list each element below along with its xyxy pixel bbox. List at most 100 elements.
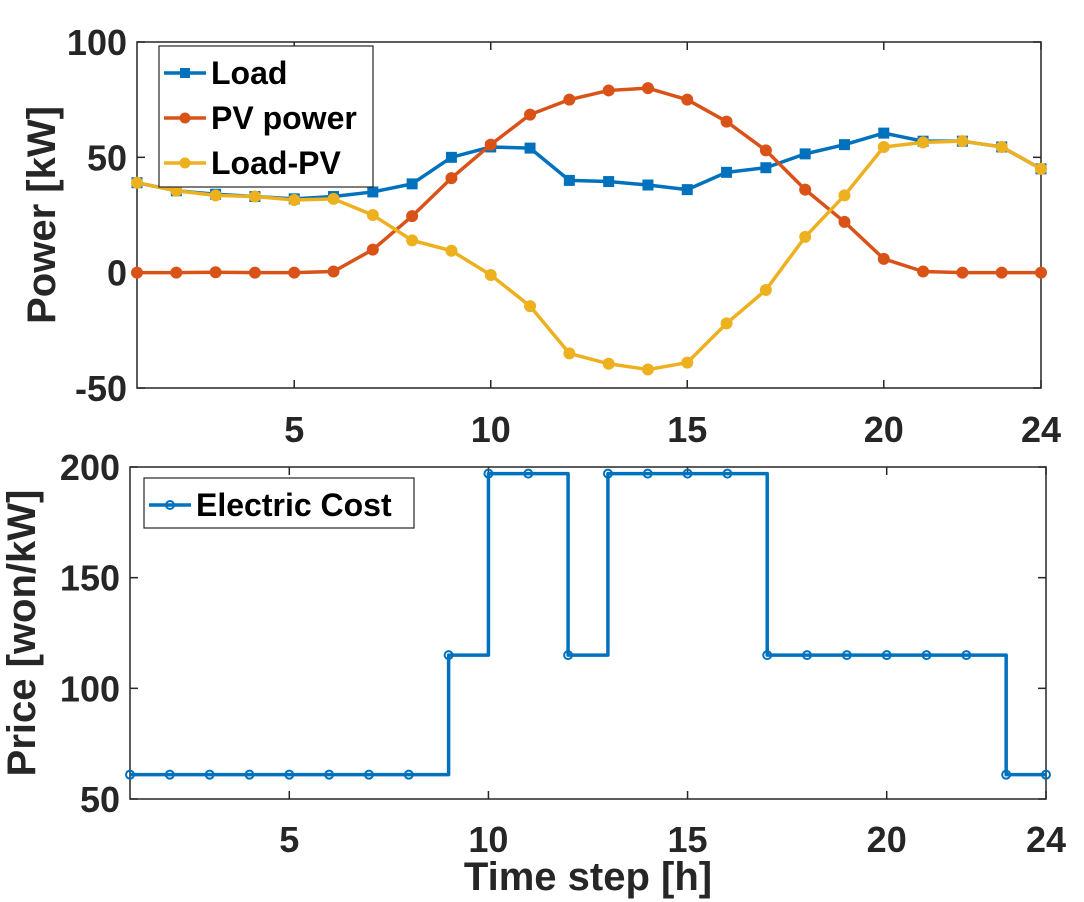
data-point <box>209 266 222 279</box>
data-point <box>878 127 890 139</box>
data-point <box>917 136 930 149</box>
data-point <box>363 769 374 780</box>
data-point <box>759 283 772 296</box>
data-point <box>563 347 576 360</box>
data-point <box>1035 162 1047 175</box>
data-point <box>483 468 494 479</box>
data-point <box>641 363 654 376</box>
data-point <box>484 138 497 151</box>
data-point <box>799 230 812 243</box>
data-point <box>877 140 890 153</box>
data-point <box>881 650 892 661</box>
data-point <box>248 266 261 279</box>
data-point <box>681 356 694 369</box>
legend-swatch-marker <box>179 157 191 169</box>
legend-swatch-marker <box>165 500 175 510</box>
data-point <box>1041 769 1051 780</box>
data-point <box>524 300 537 313</box>
data-point <box>721 166 733 178</box>
data-point <box>961 650 972 661</box>
data-point <box>762 650 773 661</box>
data-point <box>682 468 693 479</box>
axes-box <box>136 41 1042 389</box>
data-point <box>603 176 615 188</box>
data-point <box>720 115 733 128</box>
data-point <box>1001 769 1012 780</box>
data-point <box>563 650 574 661</box>
data-point <box>802 650 813 661</box>
data-point <box>170 266 183 279</box>
data-point <box>248 190 261 203</box>
data-point <box>956 266 969 279</box>
x-tick-label: 24 <box>1021 409 1061 450</box>
data-point <box>484 268 497 281</box>
x-tick-label: 24 <box>1026 819 1066 860</box>
data-point <box>288 194 301 207</box>
x-tick-label: 20 <box>867 819 907 860</box>
y-tick-label: 100 <box>67 22 127 63</box>
x-tick-label: 5 <box>279 819 299 860</box>
data-point <box>921 650 932 661</box>
power-chart: 5 10 15 20 24 -50 0 50 100 Power [kW] Load PV power… <box>20 22 1061 450</box>
y-axis-label: Price [won/kW] <box>0 490 44 777</box>
data-point <box>204 769 215 780</box>
data-point <box>164 769 175 780</box>
data-point <box>917 265 930 278</box>
data-point <box>406 234 419 247</box>
data-point <box>327 192 340 205</box>
data-point <box>209 189 222 202</box>
data-point <box>445 172 458 185</box>
x-axis-label: Time step [h] <box>464 855 712 899</box>
data-point <box>995 266 1008 279</box>
data-point <box>327 265 340 278</box>
legend: Electric Cost <box>143 477 415 529</box>
x-tick-label: 20 <box>864 409 904 450</box>
data-point <box>799 148 811 160</box>
data-point <box>406 210 419 223</box>
y-axis-label: Power [kW] <box>20 106 64 324</box>
data-point <box>524 108 537 121</box>
axes-box <box>129 466 1047 800</box>
data-point <box>799 183 812 196</box>
data-point <box>288 266 301 279</box>
data-point <box>838 189 851 202</box>
data-point <box>524 142 536 154</box>
y-tick-label: 50 <box>80 779 120 820</box>
y-tick-label: 150 <box>60 558 120 599</box>
legend-box <box>143 477 415 529</box>
data-point <box>681 184 693 196</box>
legend-entry-label: Load-PV <box>211 145 341 181</box>
y-tick-label: 200 <box>60 447 120 488</box>
data-point <box>443 650 454 661</box>
data-point <box>406 178 418 190</box>
legend: Load PV power Load-PV <box>158 45 374 188</box>
data-point <box>642 468 653 479</box>
data-point <box>563 93 576 106</box>
series-line <box>137 86 1041 275</box>
data-point <box>324 769 335 780</box>
data-point <box>641 82 654 95</box>
legend-entry-label: Load <box>211 55 287 91</box>
legend-entry-label: Electric Cost <box>196 487 392 523</box>
data-point <box>131 266 143 279</box>
legend-entry-label: PV power <box>211 100 357 136</box>
series-pv-power <box>131 82 1047 279</box>
x-tick-label: 10 <box>471 409 511 450</box>
data-point <box>366 243 379 256</box>
x-tick-label: 10 <box>468 819 508 860</box>
data-point <box>366 209 379 221</box>
price-chart: 5 10 15 20 24 50 100 150 200 Price [won/kW] Time s… <box>0 447 1066 899</box>
data-point <box>642 179 654 191</box>
data-point <box>720 317 733 330</box>
y-tick-label: -50 <box>75 368 127 409</box>
data-point <box>841 650 852 661</box>
data-point <box>760 162 772 174</box>
data-point <box>877 252 890 265</box>
data-point <box>759 144 772 157</box>
data-point <box>284 769 295 780</box>
series-line <box>130 471 1046 777</box>
x-tick-label: 15 <box>668 819 708 860</box>
data-point <box>956 135 969 148</box>
series-electric-cost <box>125 468 1051 780</box>
